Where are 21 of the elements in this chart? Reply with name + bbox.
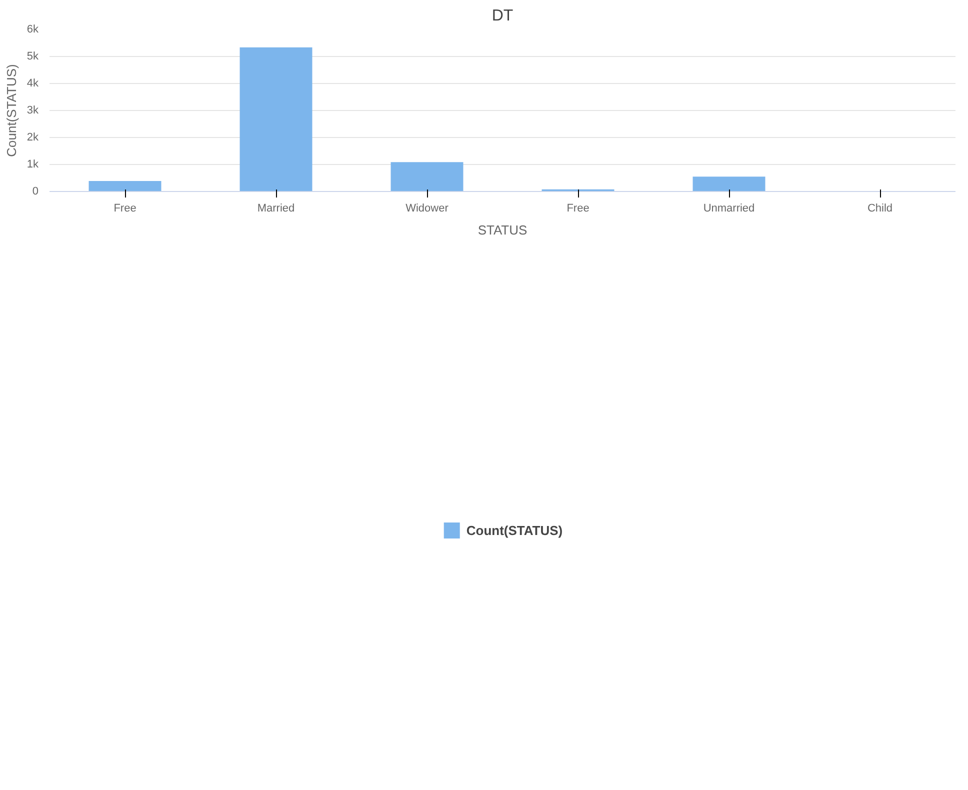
y-tick-label: 5k bbox=[26, 50, 39, 62]
x-tick-label: Married bbox=[257, 202, 295, 214]
bar bbox=[240, 47, 312, 192]
bar bbox=[88, 180, 162, 192]
y-tick-label: 3k bbox=[26, 104, 39, 116]
y-tick-label: 0 bbox=[32, 186, 39, 198]
x-axis-title: STATUS bbox=[478, 222, 528, 238]
y-tick-label: 6k bbox=[26, 24, 39, 36]
y-axis-title: Count(STATUS) bbox=[4, 64, 19, 157]
y-tick-label: 1k bbox=[26, 158, 39, 170]
x-tick-label: Widower bbox=[406, 202, 449, 214]
y-tick-label: 2k bbox=[26, 132, 39, 144]
legend-label: Count(STATUS) bbox=[466, 522, 563, 538]
y-tick-label: 4k bbox=[26, 78, 39, 90]
bar bbox=[692, 176, 766, 192]
x-tick-label: Unmarried bbox=[703, 202, 755, 214]
x-tick-label: Free bbox=[566, 202, 590, 214]
x-tick-label: Free bbox=[114, 202, 136, 214]
bar bbox=[390, 162, 464, 192]
x-tick-label: Child bbox=[867, 202, 893, 214]
chart-title: DT bbox=[492, 8, 514, 24]
